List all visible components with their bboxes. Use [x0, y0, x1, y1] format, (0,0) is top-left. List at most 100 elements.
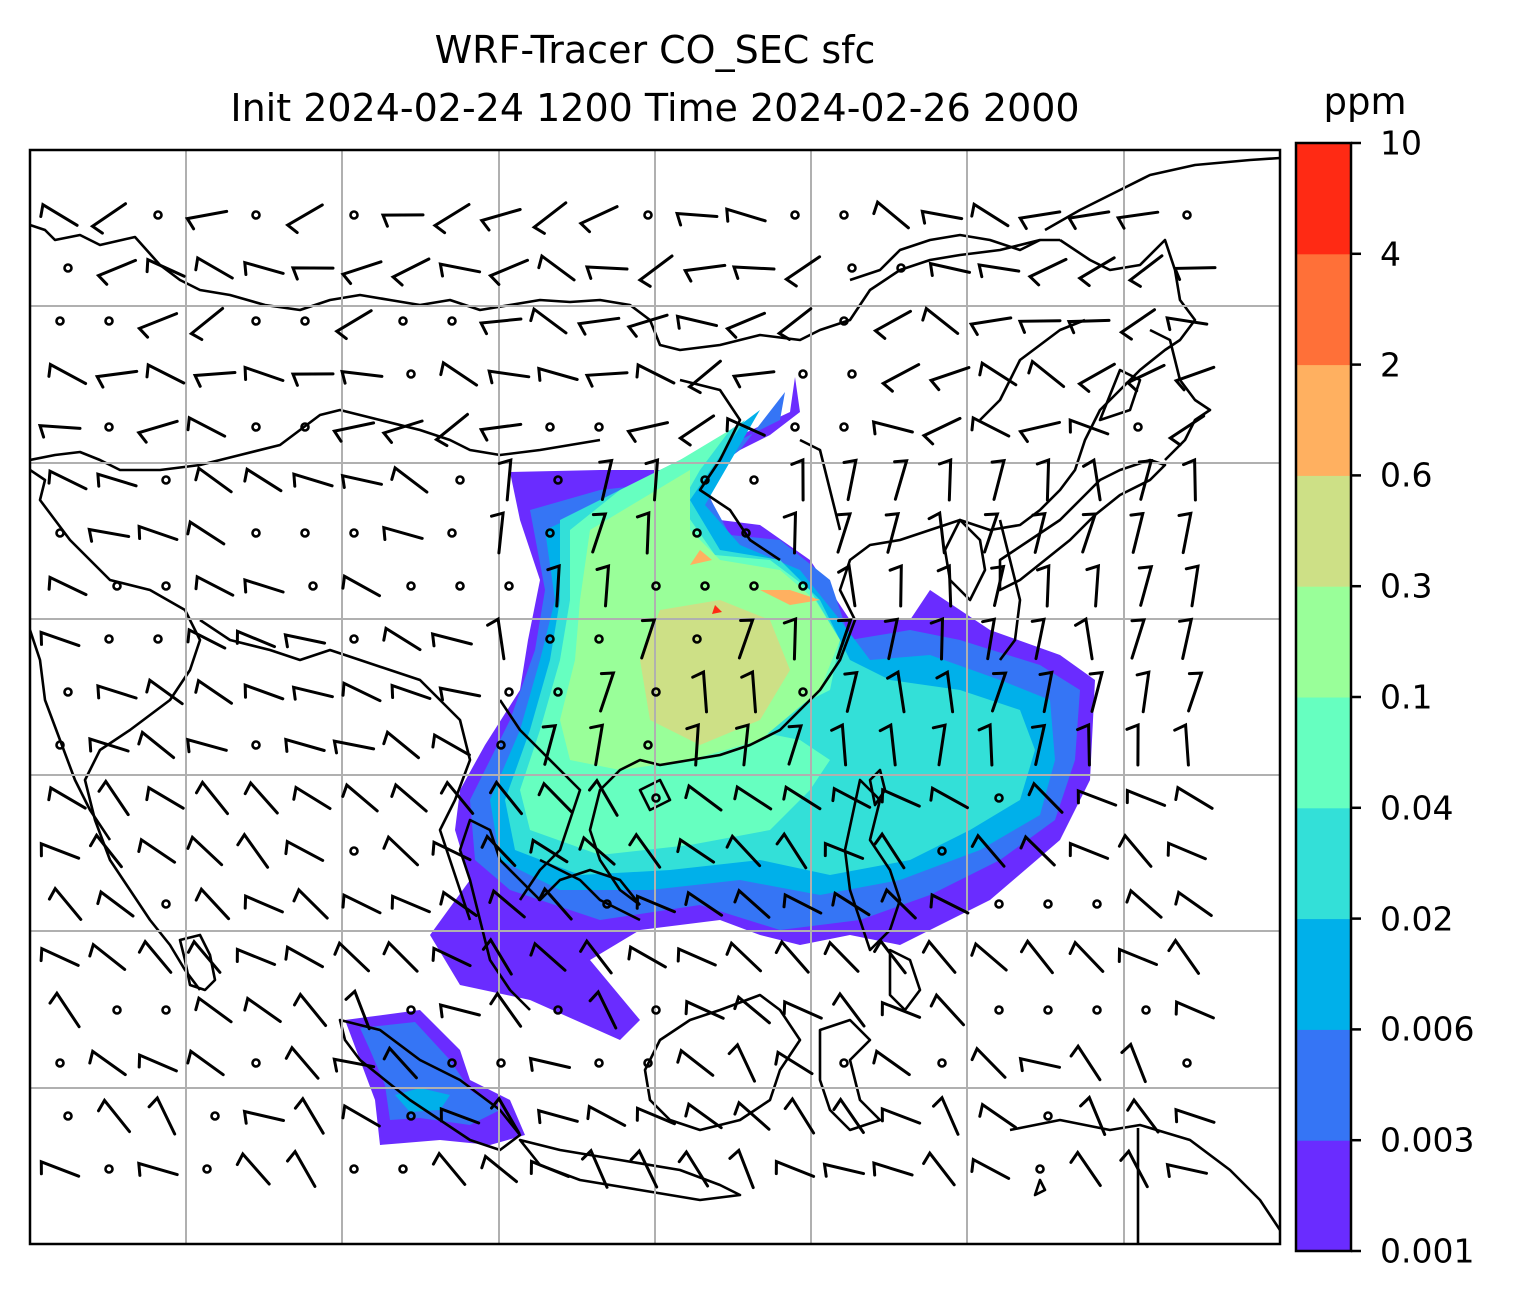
wind-barb [728, 1147, 755, 1190]
wind-barb [872, 199, 910, 230]
wind-barb [893, 459, 909, 501]
calm-wind-circle [406, 369, 416, 379]
colorbar-segment [1296, 1029, 1351, 1141]
wind-barb [480, 1153, 518, 1184]
wind-barb [1178, 617, 1194, 660]
wind-barb [186, 834, 224, 867]
calm-wind-circle [594, 1058, 604, 1068]
wind-barb [635, 510, 651, 555]
wind-barb [1135, 670, 1151, 714]
wind-barb [186, 519, 226, 546]
wind-barb [740, 669, 757, 714]
wind-barb [331, 421, 376, 443]
wind-barb [1035, 457, 1051, 502]
wind-barb [871, 420, 914, 436]
wind-barb [831, 786, 872, 809]
wind-barb [341, 573, 381, 598]
wind-barb [194, 255, 234, 280]
wind-barb [675, 211, 719, 227]
wind-barb [136, 312, 179, 339]
wind-barb [970, 201, 1010, 228]
wind-barb [88, 736, 130, 753]
colorbar-segment [1296, 586, 1351, 698]
wind-barb [1130, 618, 1147, 660]
wind-barb [290, 372, 335, 387]
wind-barb [929, 785, 969, 810]
wind-barb [487, 369, 531, 385]
calm-wind-circle [349, 528, 359, 538]
calm-wind-circle [153, 210, 163, 220]
calm-wind-circle [251, 528, 261, 538]
calm-wind-circle [1141, 1005, 1151, 1015]
colorbar-tick-label: 10 [1380, 123, 1422, 163]
wind-barb [88, 942, 127, 971]
wind-barb [1182, 457, 1197, 502]
wind-barb [1167, 414, 1206, 447]
calm-wind-circle [553, 475, 563, 485]
wind-barb [676, 837, 716, 864]
wind-barb [691, 669, 708, 714]
wind-barb [1127, 254, 1164, 288]
wind-barb [531, 201, 568, 235]
calm-wind-circle [447, 528, 457, 538]
wind-barb [284, 737, 326, 753]
wind-barb [1085, 563, 1101, 608]
wind-barb [1068, 841, 1110, 860]
wind-barb [626, 313, 669, 338]
wind-barb [489, 779, 523, 816]
wind-barb [1174, 890, 1213, 917]
wind-barb [1077, 256, 1116, 288]
wind-barb [1068, 939, 1105, 973]
wind-barb [677, 1149, 710, 1188]
wind-barb [293, 1096, 325, 1135]
wind-barb [529, 941, 567, 972]
calm-wind-circle [161, 581, 171, 591]
calm-wind-circle [251, 1058, 261, 1068]
wind-barb [243, 260, 285, 276]
colorbar [1294, 141, 1361, 1253]
wind-barb [194, 995, 233, 1024]
wind-barb [1076, 788, 1118, 807]
wind-barb [430, 632, 473, 648]
wind-barb [782, 784, 822, 811]
wind-barbs [37, 199, 1217, 1190]
calm-wind-circle [496, 1058, 506, 1068]
wind-barb [479, 208, 522, 232]
calm-wind-circle [545, 422, 555, 432]
wind-barb [627, 944, 667, 969]
calm-wind-circle [602, 899, 612, 909]
wind-barb [97, 778, 130, 817]
wind-barb [931, 723, 947, 767]
calm-wind-circle [1182, 210, 1192, 220]
calm-wind-circle [749, 475, 759, 485]
wind-barb [432, 203, 471, 235]
colorbar-tick-label: 2 [1380, 345, 1401, 385]
wind-barb [725, 833, 762, 868]
wind-barb [1137, 458, 1154, 501]
wind-barb [686, 359, 722, 395]
wind-barb [334, 309, 373, 341]
wind-barb [970, 1157, 1011, 1180]
wind-barb [382, 525, 424, 541]
wind-barb [1017, 210, 1062, 230]
wind-barb [1088, 670, 1104, 713]
wind-barb [725, 416, 766, 437]
wind-barb [684, 1101, 723, 1130]
wind-barb [883, 617, 900, 661]
wind-barb [880, 787, 921, 808]
calm-wind-circle [496, 740, 506, 750]
wind-barb [344, 988, 371, 1031]
wind-barb [1020, 938, 1054, 975]
wind-barb [1120, 1041, 1147, 1084]
calm-wind-circle [447, 1058, 457, 1068]
wind-barb [1019, 834, 1056, 867]
wind-barb [872, 1161, 914, 1177]
calm-wind-circle [349, 210, 359, 220]
wind-barb [932, 1095, 960, 1136]
wind-barb [184, 209, 229, 231]
wind-barb [195, 779, 229, 816]
wind-barb [1117, 833, 1153, 868]
wind-barb [970, 415, 1011, 438]
wind-barb [922, 1150, 956, 1187]
wind-barb [735, 723, 750, 767]
